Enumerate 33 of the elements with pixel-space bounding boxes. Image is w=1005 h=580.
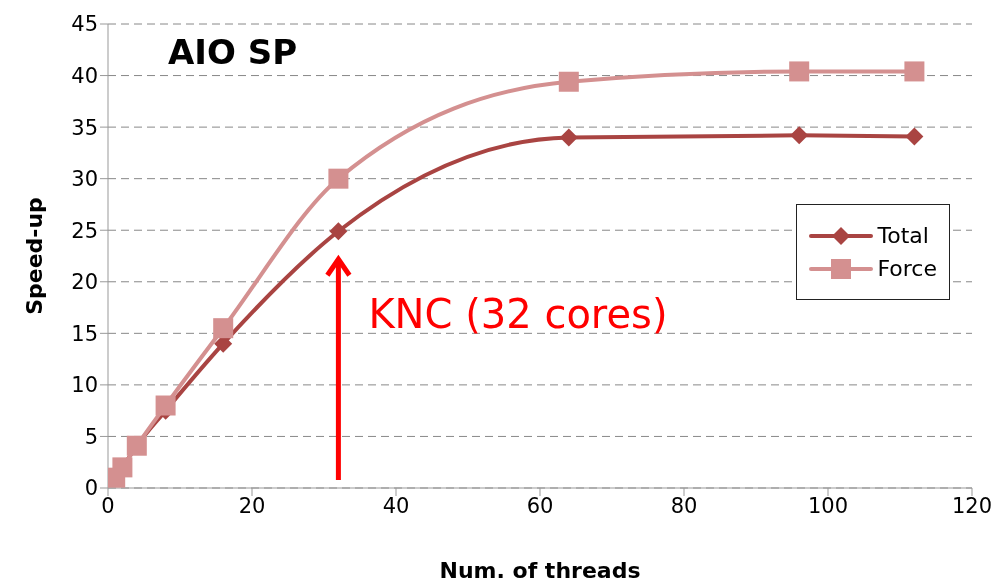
y-tick-label: 40 [71,64,98,89]
x-tick-label: 100 [807,493,849,518]
annotation: KNC (32 cores) [368,291,668,338]
x-tick-label: 120 [951,493,993,518]
legend-label: Force [877,256,937,282]
point [213,318,234,339]
y-tick-label: 5 [84,424,98,449]
y-tick-label: 15 [71,321,98,346]
point [905,127,924,146]
x-tick-label: 0 [101,493,115,518]
y-tick-label: 30 [71,167,98,192]
x-axis-title: Num. of threads [439,558,641,580]
point [790,126,809,145]
point [558,71,579,92]
y-tick-label: 45 [71,12,98,37]
x-tick-label: 40 [382,493,410,518]
y-tick-label: 20 [71,270,98,295]
y-tick-label: 0 [84,476,98,501]
chart-title: AIO SP [168,32,298,72]
y-tick-label: 10 [71,373,98,398]
x-tick-label: 80 [670,493,698,518]
x-tick-label: 60 [526,493,554,518]
y-tick-label: 25 [71,218,98,243]
point [789,61,810,82]
point [904,61,925,82]
x-tick-label: 20 [238,493,266,518]
point [559,128,578,147]
point [329,222,348,241]
point [328,168,349,189]
y-axis-title: Speed-up [21,197,47,315]
legend-label: Total [877,223,929,249]
y-tick-label: 35 [71,115,98,140]
point [155,395,176,416]
